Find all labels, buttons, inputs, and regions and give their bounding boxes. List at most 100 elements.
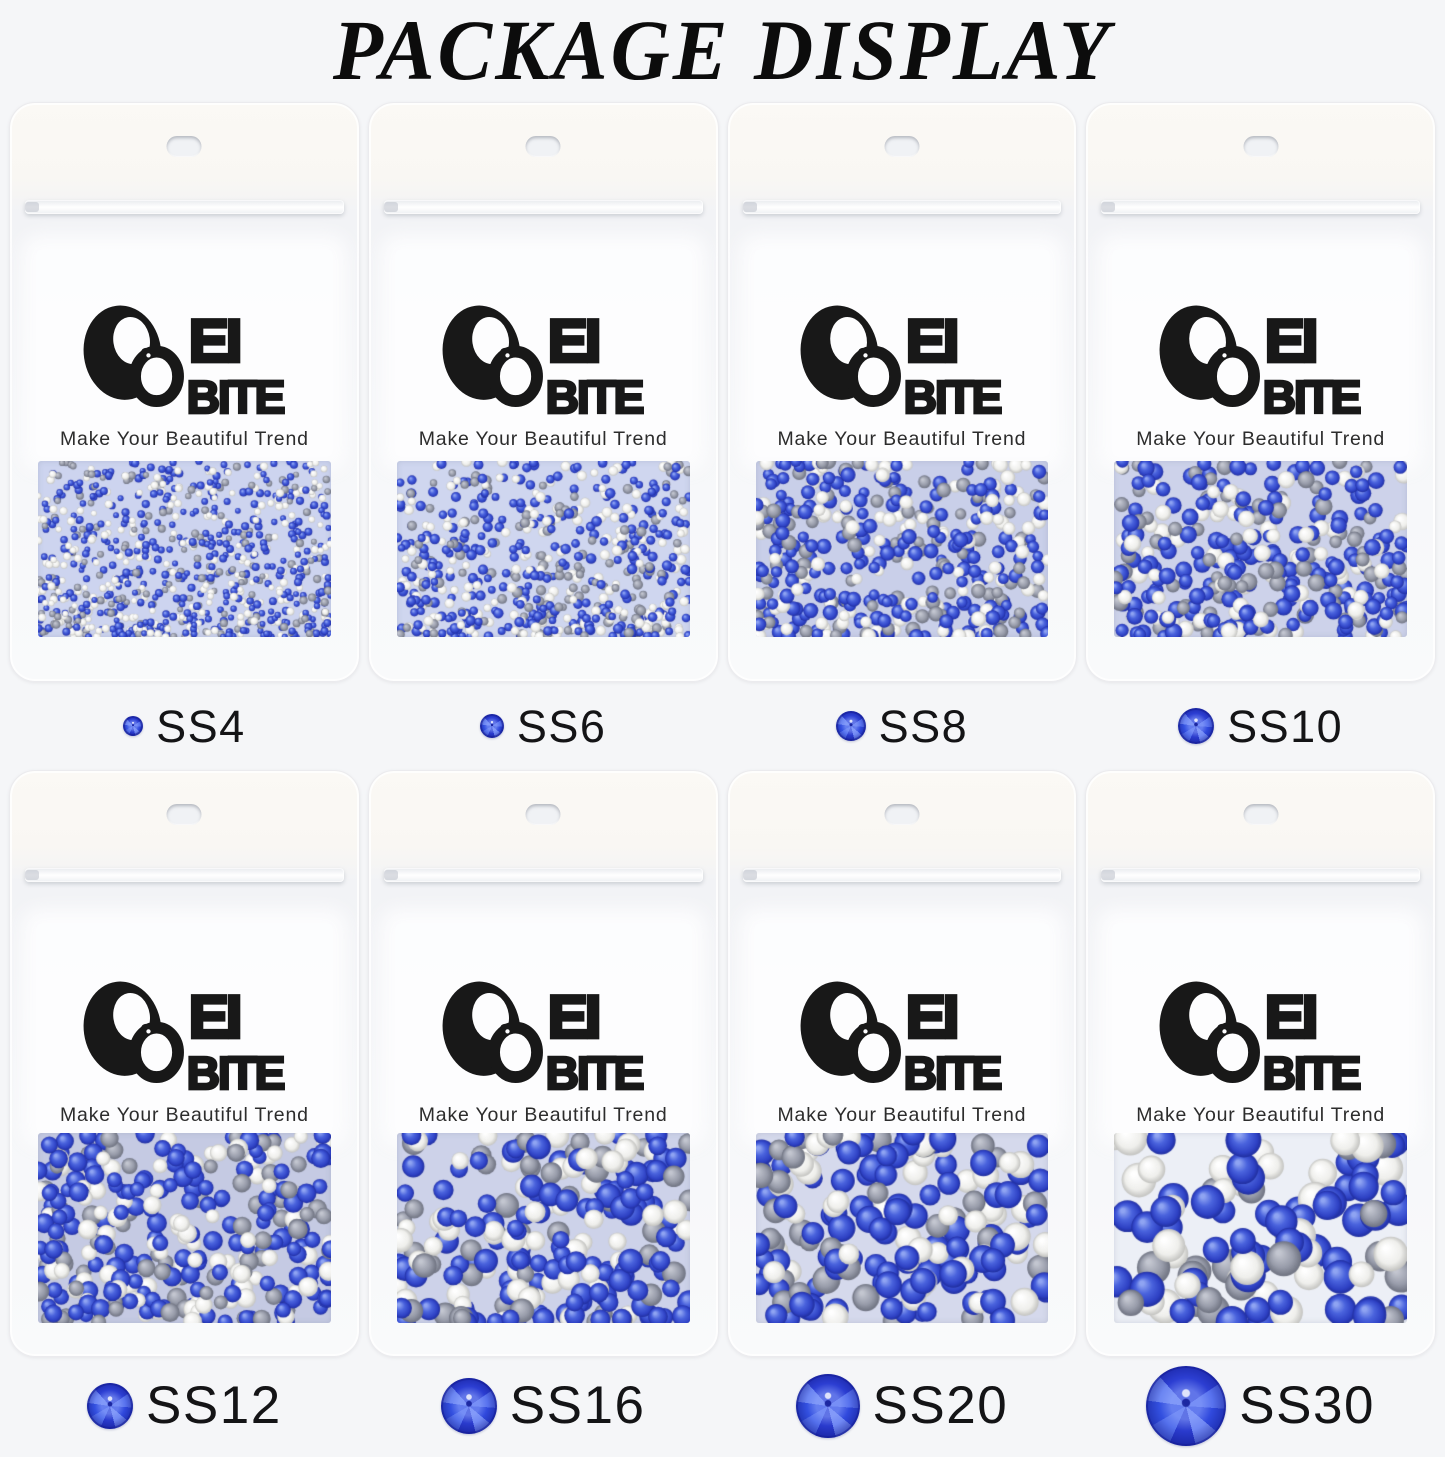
logo-small-ring bbox=[846, 345, 902, 407]
logo-text-bottom: BITE bbox=[545, 371, 643, 418]
logo-small-ring bbox=[1205, 1021, 1261, 1083]
logo-text-top: EI bbox=[906, 307, 956, 374]
zip-seal bbox=[1101, 200, 1420, 214]
rhinestone-bag: EI BITE Make Your Beautiful Trend bbox=[726, 770, 1078, 1357]
brand-tagline: Make Your Beautiful Trend bbox=[777, 1104, 1027, 1126]
hang-hole bbox=[1243, 804, 1279, 825]
hang-hole bbox=[884, 136, 920, 157]
logo-text-bottom: BITE bbox=[1263, 371, 1361, 418]
logo-small-ring bbox=[129, 345, 184, 407]
gem-icon bbox=[123, 716, 144, 736]
row-1-packages: EI BITE Make Your Beautiful Trend SS4 bbox=[0, 102, 1445, 770]
logo-text-top: EI bbox=[547, 307, 597, 374]
stone-window bbox=[755, 461, 1049, 637]
stone-window bbox=[1114, 461, 1407, 637]
logo-text-bottom: BITE bbox=[187, 1047, 285, 1094]
bag-label-panel: EI BITE Make Your Beautiful Trend bbox=[753, 923, 1051, 1133]
stones-canvas bbox=[755, 461, 1049, 637]
rhinestone-bag: EI BITE Make Your Beautiful Trend bbox=[1085, 102, 1436, 682]
size-label: SS6 bbox=[479, 682, 607, 770]
size-label: SS20 bbox=[795, 1357, 1009, 1454]
stones-canvas bbox=[38, 1133, 331, 1323]
rhinestone-bag: EI BITE Make Your Beautiful Trend bbox=[726, 102, 1078, 682]
stone-window bbox=[396, 1133, 690, 1323]
package-cell: EI BITE Make Your Beautiful Trend SS6 bbox=[367, 102, 719, 770]
package-cell: EI BITE Make Your Beautiful Trend SS30 bbox=[1085, 770, 1436, 1454]
size-label: SS30 bbox=[1146, 1357, 1375, 1454]
size-text: SS10 bbox=[1227, 700, 1344, 752]
package-cell: EI BITE Make Your Beautiful Trend SS10 bbox=[1085, 102, 1436, 770]
page-title: PACKAGE DISPLAY bbox=[332, 3, 1113, 98]
bag-label-panel: EI BITE Make Your Beautiful Trend bbox=[394, 923, 692, 1133]
brand-logo: EI BITE bbox=[83, 305, 288, 418]
brand-tagline: Make Your Beautiful Trend bbox=[60, 1104, 309, 1126]
bag-label-panel: EI BITE Make Your Beautiful Trend bbox=[753, 249, 1051, 457]
bag-label-panel: EI BITE Make Your Beautiful Trend bbox=[1112, 923, 1409, 1133]
logo-small-ring bbox=[846, 1021, 902, 1083]
rhinestone-bag: EI BITE Make Your Beautiful Trend bbox=[9, 770, 360, 1357]
bag-label-panel: EI BITE Make Your Beautiful Trend bbox=[36, 923, 333, 1133]
gem-icon bbox=[479, 714, 504, 738]
brand-logo: EI BITE bbox=[1159, 305, 1364, 418]
package-cell: EI BITE Make Your Beautiful Trend SS8 bbox=[726, 102, 1078, 770]
brand-tagline: Make Your Beautiful Trend bbox=[418, 428, 668, 450]
hang-hole bbox=[525, 804, 561, 825]
logo-text-bottom: BITE bbox=[904, 371, 1002, 418]
zip-seal bbox=[383, 200, 703, 214]
logo-text-top: EI bbox=[1265, 307, 1315, 374]
stone-window bbox=[38, 461, 331, 637]
size-label: SS10 bbox=[1178, 682, 1343, 770]
package-cell: EI BITE Make Your Beautiful Trend SS12 bbox=[9, 770, 360, 1454]
hang-hole bbox=[525, 136, 561, 157]
brand-tagline: Make Your Beautiful Trend bbox=[1136, 428, 1385, 450]
brand-tagline: Make Your Beautiful Trend bbox=[1136, 1104, 1385, 1126]
logo-text-bottom: BITE bbox=[187, 371, 285, 418]
gem-icon bbox=[87, 1382, 134, 1429]
bag-label-panel: EI BITE Make Your Beautiful Trend bbox=[1112, 249, 1409, 457]
brand-logo: EI BITE bbox=[1159, 981, 1364, 1094]
size-label: SS16 bbox=[440, 1357, 646, 1454]
stone-window bbox=[38, 1133, 331, 1323]
rhinestone-bag: EI BITE Make Your Beautiful Trend bbox=[9, 102, 360, 682]
logo-small-ring bbox=[1205, 345, 1261, 407]
stone-window bbox=[1114, 1133, 1407, 1323]
package-cell: EI BITE Make Your Beautiful Trend SS16 bbox=[367, 770, 719, 1454]
zip-seal bbox=[1101, 868, 1420, 882]
stone-window bbox=[755, 1133, 1049, 1323]
size-text: SS30 bbox=[1239, 1376, 1375, 1435]
zip-seal bbox=[742, 200, 1062, 214]
rhinestone-bag: EI BITE Make Your Beautiful Trend bbox=[1085, 770, 1436, 1357]
gem-icon bbox=[440, 1377, 497, 1434]
stones-canvas bbox=[1114, 1133, 1407, 1323]
zip-seal bbox=[742, 868, 1062, 882]
logo-text-top: EI bbox=[189, 307, 239, 374]
size-text: SS8 bbox=[878, 700, 969, 752]
hang-hole bbox=[166, 804, 202, 825]
size-text: SS12 bbox=[146, 1376, 282, 1435]
size-label: SS4 bbox=[123, 682, 246, 770]
stone-window bbox=[396, 461, 690, 637]
stones-canvas bbox=[1114, 461, 1407, 637]
logo-small-ring bbox=[487, 345, 543, 407]
size-text: SS4 bbox=[156, 700, 246, 752]
size-text: SS20 bbox=[872, 1376, 1009, 1435]
zip-seal bbox=[25, 200, 344, 214]
package-cell: EI BITE Make Your Beautiful Trend SS4 bbox=[9, 102, 360, 770]
logo-text-top: EI bbox=[1265, 983, 1315, 1050]
brand-tagline: Make Your Beautiful Trend bbox=[777, 428, 1027, 450]
brand-tagline: Make Your Beautiful Trend bbox=[418, 1104, 668, 1126]
logo-small-ring bbox=[487, 1021, 543, 1083]
gem-icon bbox=[1146, 1365, 1227, 1446]
logo-small-ring bbox=[129, 1021, 184, 1083]
stones-canvas bbox=[396, 1133, 690, 1323]
brand-logo: EI BITE bbox=[83, 981, 288, 1094]
zip-seal bbox=[383, 868, 703, 882]
brand-logo: EI BITE bbox=[442, 305, 647, 418]
hang-hole bbox=[166, 136, 202, 157]
brand-logo: EI BITE bbox=[800, 305, 1006, 418]
stones-canvas bbox=[755, 1133, 1049, 1323]
size-text: SS16 bbox=[509, 1376, 646, 1435]
gem-icon bbox=[1178, 708, 1215, 744]
stones-canvas bbox=[396, 461, 690, 637]
